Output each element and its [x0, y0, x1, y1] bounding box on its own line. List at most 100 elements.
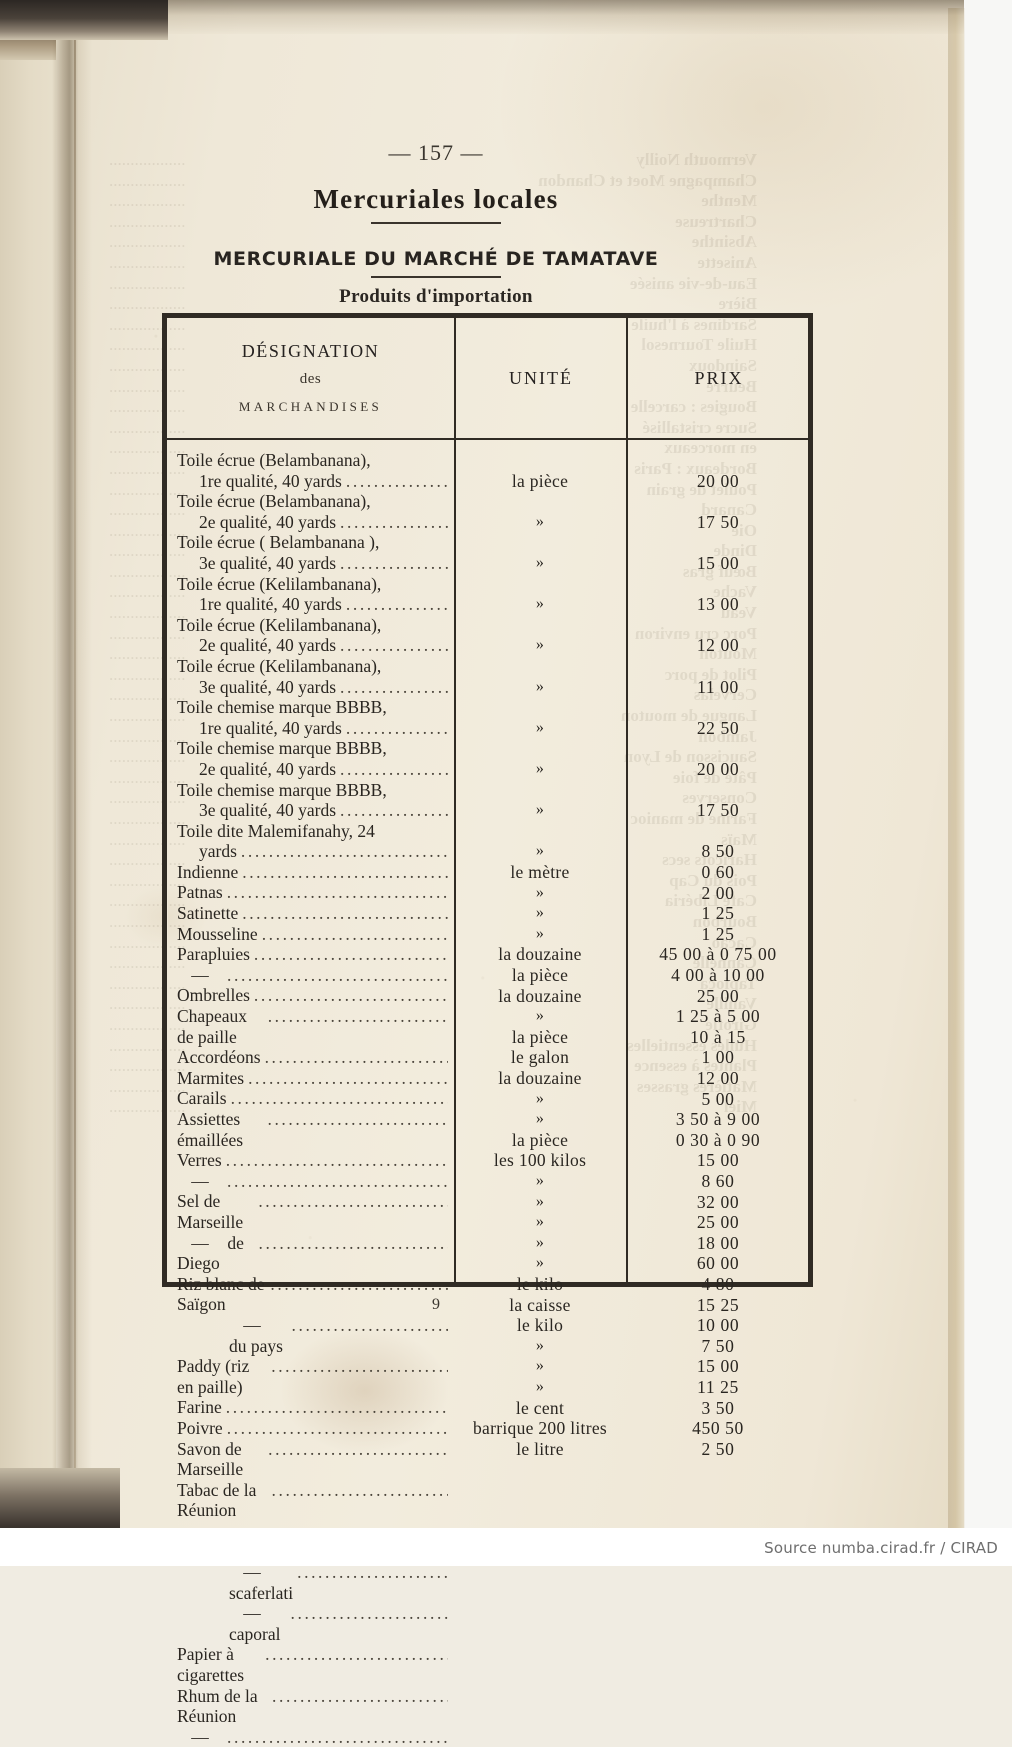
- leader-dots: ........................................: [340, 552, 448, 573]
- price-cell: 2 00: [701, 882, 735, 903]
- leader-dots: ........................................: [264, 1047, 448, 1068]
- leader-dots: ........................................: [225, 1150, 448, 1171]
- table-row: Satinette...............................…: [177, 903, 448, 924]
- leader-dots: ........................................: [227, 1726, 448, 1747]
- leader-dots: ........................................: [271, 1479, 448, 1500]
- leader-dots: ........................................: [258, 1232, 448, 1253]
- price-cell: 15 00: [696, 1356, 740, 1377]
- designation-text: Ombrelles: [177, 985, 250, 1006]
- designation-text: Toile chemise marque BBBB,: [177, 779, 387, 800]
- unit-cell: la pièce: [511, 965, 569, 985]
- leader-dots: ........................................: [258, 1191, 448, 1212]
- leader-dots: ........................................: [248, 1067, 448, 1088]
- price-cell: 0 30 à 0 90: [675, 1129, 761, 1150]
- table-row: Paddy (riz en paille)...................…: [177, 1356, 448, 1397]
- unit-cell: »: [535, 718, 545, 736]
- page-title: Mercuriales locales: [313, 184, 559, 214]
- table-row: Poivre..................................…: [177, 1418, 448, 1439]
- table-row: Rhum de la Réunion......................…: [177, 1686, 448, 1727]
- column-header-prix: PRIX: [626, 318, 810, 438]
- ditto-dash: — du pays: [229, 1314, 283, 1356]
- designation-text: 2e qualité, 40 yards: [199, 635, 337, 656]
- price-cell: 2 50: [701, 1438, 735, 1459]
- page-number: — 157 —: [388, 140, 484, 165]
- leader-dots: ........................................: [267, 1006, 448, 1027]
- leader-dots: ........................................: [227, 964, 448, 985]
- designation-text: Tabac de la Réunion: [177, 1479, 257, 1521]
- unit-cell: le kilo: [516, 1315, 564, 1336]
- designation-text: Toile dite Malemifanahy, 24: [177, 820, 375, 841]
- designation-text: 2e qualité, 40 yards: [199, 758, 337, 779]
- leader-dots: ........................................: [291, 1314, 448, 1335]
- price-cell: 20 00: [696, 759, 740, 779]
- column-separator-1: [454, 440, 456, 1282]
- leader-dots: ........................................: [345, 717, 448, 738]
- leader-dots: ........................................: [226, 1417, 448, 1438]
- leader-dots: ........................................: [227, 1170, 448, 1191]
- price-cell: 25 00: [696, 985, 740, 1006]
- leader-dots: ........................................: [226, 882, 448, 903]
- subtitle-rule: [56, 276, 816, 278]
- ditto-dash: — scaferlati: [229, 1562, 294, 1603]
- price-cell: 22 50: [696, 717, 740, 738]
- designation-text: Carails: [177, 1088, 227, 1109]
- designation-text: 1re qualité, 40 yards: [199, 717, 342, 738]
- designation-text: Toile écrue ( Belambanana ),: [177, 532, 380, 553]
- table-row: — de Diego..............................…: [177, 1233, 448, 1274]
- unit-cell: »: [535, 1007, 545, 1025]
- price-cell: 25 00: [696, 1212, 740, 1233]
- unit-cell: le kilo: [516, 1274, 564, 1294]
- ditto-dash: —: [191, 1170, 209, 1191]
- designation-text: 3e qualité, 40 yards: [199, 676, 337, 697]
- leader-dots: ........................................: [297, 1562, 448, 1583]
- book-gutter-shadow: [52, 0, 92, 1566]
- table-row: Riz blanc de Saïgon.....................…: [177, 1274, 448, 1315]
- table-row: Toile écrue (Kelilambanana), 1re qualité,…: [177, 574, 448, 615]
- designation-text: Savon de Marseille: [177, 1438, 244, 1480]
- table-row: — scaferlati............................…: [177, 1562, 448, 1603]
- designation-text: Riz blanc de Saïgon: [177, 1273, 265, 1315]
- designation-text: Toile écrue (Belambanana),: [177, 450, 371, 470]
- table-row: Papier à cigarettes.....................…: [177, 1644, 448, 1685]
- table-row: Verres..................................…: [177, 1150, 448, 1171]
- unit-cell: »: [535, 1089, 545, 1107]
- unit-cell: »: [535, 1336, 545, 1354]
- designation-text: 3e qualité, 40 yards: [199, 552, 337, 573]
- price-cell: 3 50 à 9 00: [675, 1109, 761, 1130]
- designation-text: Toile chemise marque BBBB,: [177, 738, 387, 759]
- printed-page-content: — 157 — Mercuriales locales MERCURIALE D…: [56, 0, 964, 1747]
- price-cell: 5 00: [701, 1088, 735, 1109]
- book-page-leaf: [56, 0, 964, 1528]
- price-cell: 1 25: [701, 923, 735, 944]
- designation-text: Sel de Marseille: [177, 1191, 244, 1232]
- price-cell: 20 00: [696, 470, 740, 491]
- designation-text: Mousseline: [177, 923, 258, 944]
- table-row: Toile écrue (Belambanana), 2e qualité, 40…: [177, 491, 448, 532]
- table-row: — du pays...............................…: [177, 1315, 448, 1356]
- unite-header-label: UNITÉ: [509, 367, 573, 388]
- designation-text: Toile écrue (Belambanana),: [177, 491, 371, 512]
- table-row: Toile dite Malemifanahy, 24 yards........…: [177, 821, 448, 862]
- designation-header-line1: DÉSIGNATION: [241, 341, 380, 361]
- ditto-dash: — de Diego: [177, 1232, 244, 1274]
- table-row: Carails.................................…: [177, 1088, 448, 1109]
- unit-cell: la caisse: [509, 1294, 571, 1315]
- table-row: Sel de Marseille........................…: [177, 1191, 448, 1232]
- unit-cell: »: [535, 595, 545, 613]
- page-top-curl-shadow: [56, 0, 964, 34]
- designation-text: Satinette: [177, 903, 239, 924]
- mercuriale-table: DÉSIGNATION des MARCHANDISES UNITÉ PRIX …: [165, 316, 810, 1747]
- price-cell: 7 50: [701, 1335, 735, 1356]
- table-row: Patnas..................................…: [177, 882, 448, 903]
- table-row: Toile chemise marque BBBB, 1re qualité, 4…: [177, 697, 448, 738]
- gutter-crease-line: [74, 30, 76, 1526]
- unit-cell: »: [535, 1172, 545, 1189]
- leader-dots: ........................................: [345, 470, 448, 491]
- leader-dots: ........................................: [345, 594, 448, 615]
- table-row: Farine..................................…: [177, 1397, 448, 1418]
- price-cell: 15 00: [696, 1150, 740, 1171]
- page-subtitle: MERCURIALE DU MARCHÉ DE TAMATAVE: [213, 248, 659, 270]
- leader-dots: ........................................: [225, 1397, 448, 1418]
- designation-text: Paddy (riz en paille): [177, 1356, 250, 1397]
